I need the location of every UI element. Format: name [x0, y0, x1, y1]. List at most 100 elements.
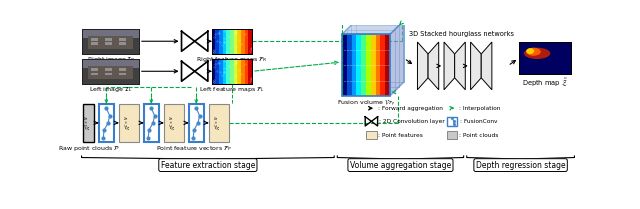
Text: Depth regression stage: Depth regression stage	[476, 161, 565, 169]
Polygon shape	[444, 42, 454, 90]
Bar	[366, 34, 371, 96]
Text: Depth map $\tilde{\mathcal{Z}}$: Depth map $\tilde{\mathcal{Z}}$	[522, 77, 568, 89]
Bar	[237, 59, 241, 84]
Bar	[99, 104, 114, 142]
Polygon shape	[481, 42, 492, 90]
Polygon shape	[470, 42, 481, 90]
Bar	[83, 104, 94, 142]
Bar	[212, 29, 252, 54]
Text: Fusion volume $\mathcal{V}_{\mathcal{F}_P}$: Fusion volume $\mathcal{V}_{\mathcal{F}_…	[337, 98, 395, 108]
Bar	[83, 59, 139, 84]
Text: Right feature maps $\mathcal{F}_R$: Right feature maps $\mathcal{F}_R$	[196, 55, 268, 64]
Bar	[83, 29, 139, 54]
Bar	[351, 34, 356, 96]
Bar	[83, 29, 139, 38]
Text: : Interpolation: : Interpolation	[459, 106, 500, 111]
Bar	[105, 68, 112, 71]
Bar	[347, 34, 351, 96]
Bar	[105, 38, 112, 41]
Bar	[248, 59, 252, 84]
Bar	[241, 59, 244, 84]
Bar	[342, 34, 390, 96]
Bar	[223, 59, 227, 84]
Polygon shape	[390, 20, 404, 96]
Bar	[88, 36, 133, 49]
Bar	[356, 34, 361, 96]
Ellipse shape	[524, 48, 550, 59]
Text: $\mathbb{R}^{C\times N}$: $\mathbb{R}^{C\times N}$	[124, 116, 134, 130]
Bar	[234, 29, 237, 54]
Bar	[376, 34, 380, 96]
Bar	[237, 29, 241, 54]
Bar	[212, 59, 252, 84]
Bar	[216, 29, 219, 54]
Text: : Point clouds: : Point clouds	[459, 133, 499, 138]
Text: Volume aggregation stage: Volume aggregation stage	[350, 161, 451, 169]
Text: : Point features: : Point features	[378, 133, 423, 138]
Bar	[119, 68, 126, 71]
Bar	[164, 104, 184, 142]
Bar	[83, 29, 139, 54]
Bar	[105, 42, 112, 45]
Bar	[119, 42, 126, 45]
Bar	[212, 29, 216, 54]
Ellipse shape	[526, 48, 534, 54]
Bar	[230, 59, 234, 84]
Bar	[119, 38, 126, 41]
Bar	[248, 29, 252, 54]
Bar	[105, 73, 112, 75]
Text: Left image $\mathcal{I}_L$: Left image $\mathcal{I}_L$	[89, 85, 132, 94]
Bar	[83, 59, 139, 84]
Bar	[361, 34, 366, 96]
Bar	[119, 73, 126, 75]
Bar	[91, 73, 98, 75]
Polygon shape	[428, 42, 438, 90]
Bar	[88, 66, 133, 79]
Bar	[227, 29, 230, 54]
Polygon shape	[454, 42, 465, 90]
Text: 3D Stacked hourglass networks: 3D Stacked hourglass networks	[409, 31, 514, 37]
Bar	[244, 59, 248, 84]
Bar	[518, 42, 572, 74]
Text: Right image $\mathcal{I}_R$: Right image $\mathcal{I}_R$	[86, 55, 134, 64]
Bar	[91, 38, 98, 41]
Bar	[209, 104, 229, 142]
Bar	[518, 42, 572, 74]
Text: Point feature vectors $\mathcal{F}_P$: Point feature vectors $\mathcal{F}_P$	[156, 144, 232, 153]
Text: Raw point clouds $\mathcal{P}$: Raw point clouds $\mathcal{P}$	[58, 144, 120, 153]
Bar	[219, 29, 223, 54]
Text: Feature extraction stage: Feature extraction stage	[161, 161, 255, 169]
Bar	[227, 59, 230, 84]
Bar	[234, 59, 237, 84]
Bar	[212, 29, 252, 54]
Bar	[189, 104, 204, 142]
Bar	[219, 59, 223, 84]
Bar	[447, 131, 458, 139]
Ellipse shape	[526, 48, 541, 56]
Bar	[385, 34, 390, 96]
Polygon shape	[417, 42, 428, 90]
Bar	[223, 29, 227, 54]
Bar	[230, 29, 234, 54]
Bar	[212, 59, 252, 84]
Text: : FusionConv: : FusionConv	[460, 119, 497, 124]
Bar	[447, 117, 458, 126]
Bar	[143, 104, 159, 142]
Text: Left feature maps $\mathcal{F}_L$: Left feature maps $\mathcal{F}_L$	[199, 85, 265, 94]
Bar	[244, 29, 248, 54]
Bar	[91, 42, 98, 45]
Polygon shape	[342, 20, 404, 34]
Text: : 2D Convolution layer: : 2D Convolution layer	[379, 119, 445, 124]
Bar	[371, 34, 376, 96]
Bar	[91, 68, 98, 71]
Text: $\mathbb{R}^{C\times N}$: $\mathbb{R}^{C\times N}$	[214, 116, 223, 130]
Bar	[380, 34, 385, 96]
Text: $\mathbb{R}^{C\times N}$: $\mathbb{R}^{C\times N}$	[169, 116, 179, 130]
Bar	[119, 104, 139, 142]
Bar	[366, 131, 377, 139]
Bar	[216, 59, 219, 84]
Bar	[241, 29, 244, 54]
Text: $\mathbb{R}^{3\times N}$: $\mathbb{R}^{3\times N}$	[84, 116, 93, 130]
Text: : Forward aggregation: : Forward aggregation	[378, 106, 442, 111]
Bar	[212, 59, 216, 84]
